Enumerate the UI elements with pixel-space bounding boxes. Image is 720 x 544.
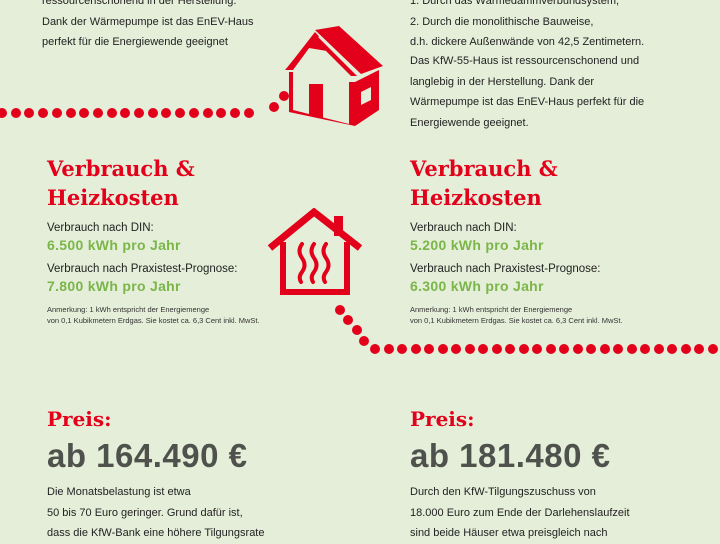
price-text-line: sind beide Häuser etwa preisgleich nach bbox=[410, 527, 608, 539]
price-text: Die Monatsbelastung ist etwa 50 bis 70 E… bbox=[47, 482, 264, 544]
price-text-line: Durch den KfW-Tilgungszuschuss von bbox=[410, 486, 596, 498]
price-value: ab 164.490 € bbox=[47, 437, 248, 474]
price-label: Preis: bbox=[47, 407, 112, 431]
path-dot bbox=[613, 344, 623, 354]
house-heating-icon bbox=[267, 208, 363, 295]
path-dot bbox=[134, 108, 144, 118]
price-text-line: dass die KfW-Bank eine höhere Tilgungsra… bbox=[47, 527, 265, 539]
house-3d-icon bbox=[285, 26, 383, 126]
price-text: Durch den KfW-Tilgungszuschuss von 18.00… bbox=[410, 482, 630, 544]
din-value: 6.500 kWh pro Jahr bbox=[47, 237, 181, 253]
intro-line: 1. Durch das Wärmedämmverbundsystem, bbox=[410, 0, 620, 7]
section-title: Verbrauch & bbox=[410, 156, 558, 181]
path-dot bbox=[359, 336, 369, 346]
path-dot bbox=[532, 344, 542, 354]
din-label: Verbrauch nach DIN: bbox=[410, 222, 517, 234]
path-dot bbox=[653, 344, 664, 354]
note-line: von 0,1 Kubikmetern Erdgas. Sie kostet c… bbox=[47, 316, 260, 325]
note-line: von 0,1 Kubikmetern Erdgas. Sie kostet c… bbox=[410, 316, 623, 325]
path-dot bbox=[586, 344, 596, 354]
para-line: langlebig in der Herstellung. Dank der bbox=[410, 75, 595, 88]
path-dot bbox=[451, 344, 461, 354]
path-dot bbox=[79, 108, 90, 118]
path-dot bbox=[10, 108, 21, 118]
practice-value: 6.300 kWh pro Jahr bbox=[410, 278, 544, 294]
path-dot bbox=[667, 344, 677, 354]
price-value: ab 181.480 € bbox=[410, 437, 611, 474]
intro-line: perfekt für die Energiewende geeignet bbox=[42, 36, 228, 48]
price-text-line: 50 bis 70 Euro geringer. Grund dafür ist… bbox=[47, 506, 243, 519]
path-dot bbox=[707, 344, 718, 354]
path-dot bbox=[38, 108, 49, 118]
path-dot bbox=[343, 315, 353, 325]
path-dot bbox=[599, 344, 610, 354]
note: Anmerkung: 1 kWh entspricht der Energiem… bbox=[410, 304, 623, 326]
path-dot bbox=[397, 344, 407, 354]
para-line: Energiewende geeignet. bbox=[410, 116, 529, 129]
path-dot bbox=[626, 344, 637, 354]
din-label: Verbrauch nach DIN: bbox=[47, 222, 154, 234]
path-dot bbox=[464, 344, 475, 354]
section-title: Heizkosten bbox=[410, 185, 542, 210]
intro-line: d.h. dickere Außenwände von 42,5 Zentime… bbox=[410, 36, 645, 48]
section-title: Heizkosten bbox=[47, 185, 179, 210]
note-line: Anmerkung: 1 kWh entspricht der Energiem… bbox=[47, 305, 210, 314]
path-dot bbox=[437, 344, 448, 354]
left-intro: ressourcenschonend in der Herstellung. D… bbox=[42, 0, 254, 53]
path-dot bbox=[243, 108, 254, 118]
path-dot bbox=[0, 108, 7, 118]
note: Anmerkung: 1 kWh entspricht der Energiem… bbox=[47, 304, 260, 326]
para-line: Wärmepumpe ist das EnEV-Haus perfekt für… bbox=[410, 96, 645, 108]
path-dot bbox=[188, 108, 199, 118]
path-dot bbox=[518, 344, 529, 354]
path-dot bbox=[410, 344, 421, 354]
path-dot bbox=[491, 344, 502, 354]
path-dot bbox=[640, 344, 650, 354]
para-line: Das KfW-55-Haus ist ressourcenschonend u… bbox=[410, 55, 640, 67]
section-title: Verbrauch & bbox=[47, 156, 195, 181]
left-consumption: Verbrauch & Heizkosten Verbrauch nach DI… bbox=[47, 154, 260, 326]
path-dot bbox=[424, 344, 434, 354]
intro-line: 2. Durch die monolithische Bauweise, bbox=[410, 15, 594, 28]
practice-value: 7.800 kWh pro Jahr bbox=[47, 278, 181, 294]
path-dot bbox=[383, 344, 394, 354]
path-dot bbox=[106, 108, 117, 118]
practice-label: Verbrauch nach Praxistest-Prognose: bbox=[410, 263, 601, 275]
intro-line: Dank der Wärmepumpe ist das EnEV-Haus bbox=[42, 15, 254, 28]
path-dot bbox=[175, 108, 186, 118]
din-value: 5.200 kWh pro Jahr bbox=[410, 237, 544, 253]
note-line: Anmerkung: 1 kWh entspricht der Energiem… bbox=[410, 305, 573, 314]
path-dot bbox=[478, 344, 488, 354]
path-dot bbox=[147, 108, 158, 118]
practice-label: Verbrauch nach Praxistest-Prognose: bbox=[47, 263, 238, 275]
intro-line: ressourcenschonend in der Herstellung. bbox=[42, 0, 237, 7]
path-dot bbox=[572, 344, 583, 354]
path-dot bbox=[120, 108, 131, 118]
path-dot bbox=[279, 91, 289, 101]
path-dot bbox=[269, 102, 279, 112]
path-dot bbox=[65, 108, 76, 118]
path-dot bbox=[505, 344, 515, 354]
path-dot bbox=[559, 344, 569, 354]
path-dot bbox=[545, 344, 556, 354]
path-dot bbox=[202, 108, 213, 118]
right-intro: 1. Durch das Wärmedämmverbundsystem, 2. … bbox=[410, 0, 644, 53]
right-consumption: Verbrauch & Heizkosten Verbrauch nach DI… bbox=[410, 154, 623, 326]
path-dot bbox=[335, 305, 345, 315]
path-dot bbox=[92, 108, 103, 118]
path-dot bbox=[51, 108, 62, 118]
price-text-line: Die Monatsbelastung ist etwa bbox=[47, 486, 191, 498]
right-intro-paragraph: Das KfW-55-Haus ist ressourcenschonend u… bbox=[410, 51, 644, 133]
price-label: Preis: bbox=[410, 407, 475, 431]
path-dot bbox=[161, 108, 172, 118]
path-dot bbox=[216, 108, 227, 118]
path-dot bbox=[370, 344, 380, 354]
path-dot bbox=[229, 108, 240, 118]
price-text-line: 18.000 Euro zum Ende der Darlehenslaufze… bbox=[410, 506, 630, 519]
path-dot bbox=[680, 344, 691, 354]
path-dot bbox=[694, 344, 704, 354]
path-dot bbox=[352, 325, 362, 335]
path-dot bbox=[24, 108, 35, 118]
